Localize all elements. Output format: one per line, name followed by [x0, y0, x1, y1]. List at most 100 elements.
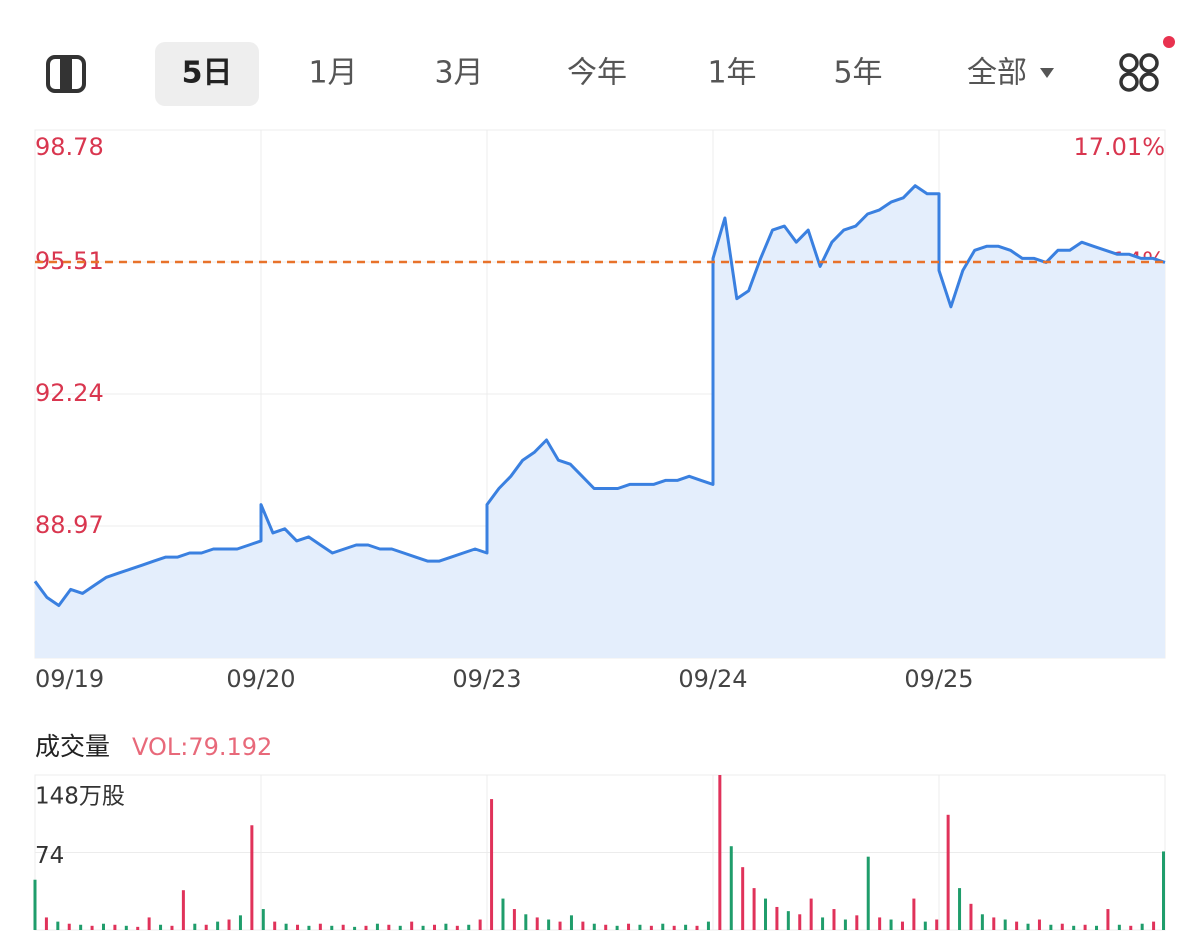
volume-bar	[809, 898, 813, 930]
y-tick-label: 92.24	[35, 379, 104, 407]
volume-bar	[1026, 923, 1030, 930]
volume-bar	[695, 925, 699, 930]
volume-bar	[786, 911, 790, 930]
tab[interactable]: 1月	[308, 56, 357, 91]
y2-tick-label: 17.01%	[1073, 133, 1165, 161]
volume-bar	[90, 925, 94, 930]
volume-bar	[969, 903, 973, 930]
volume-bar	[752, 888, 756, 930]
volume-bar	[432, 924, 436, 930]
volume-bar	[353, 926, 357, 930]
dropdown-arrow[interactable]	[1040, 68, 1054, 78]
volume-bar	[421, 925, 425, 930]
volume-bar	[946, 814, 950, 930]
volume-bar	[935, 919, 939, 930]
volume-bar	[1003, 919, 1007, 930]
volume-bar	[1106, 909, 1110, 930]
volume-bar	[410, 921, 414, 930]
tab[interactable]: 1年	[707, 56, 756, 91]
volume-bar	[821, 917, 825, 930]
volume-bar	[524, 914, 528, 930]
y-tick-label: 98.78	[35, 133, 104, 161]
volume-bar	[490, 799, 494, 930]
volume-bar	[284, 923, 288, 930]
volume-bar	[238, 915, 242, 930]
volume-subtitle: VOL:79.192	[132, 733, 272, 761]
x-tick-label: 09/20	[226, 665, 295, 693]
volume-bar	[1095, 925, 1099, 930]
volume-bar	[843, 919, 847, 930]
volume-bar	[307, 925, 311, 930]
volume-bar	[1072, 925, 1076, 930]
volume-bar	[992, 917, 996, 930]
grid-menu-icon[interactable]	[1119, 53, 1159, 92]
volume-bar	[67, 923, 71, 930]
volume-bar	[1129, 925, 1133, 930]
volume-bar	[1140, 923, 1144, 930]
volume-bar	[364, 925, 368, 930]
volume-bar	[204, 924, 208, 930]
tab[interactable]: 全部	[967, 56, 1027, 91]
volume-bar	[56, 921, 60, 930]
volume-bar	[444, 923, 448, 930]
y-tick-label: 148万股	[35, 784, 125, 810]
volume-bar	[136, 926, 140, 930]
volume-bar	[604, 924, 608, 930]
volume-bar	[900, 921, 904, 930]
volume-bar	[1037, 919, 1041, 930]
volume-bar	[341, 924, 345, 930]
volume-bar	[318, 923, 322, 930]
volume-bar	[33, 879, 37, 930]
volume-bar	[855, 915, 859, 930]
volume-bar	[1060, 923, 1064, 930]
volume-bar	[124, 925, 128, 930]
volume-bar	[216, 921, 220, 930]
volume-bar	[330, 925, 334, 930]
volume-bar	[1117, 924, 1121, 930]
tab[interactable]: 5年	[833, 56, 882, 91]
notification-dot	[1163, 36, 1175, 48]
volume-bar	[1162, 851, 1165, 930]
volume-bar	[1049, 924, 1053, 930]
volume-bar	[467, 924, 471, 930]
volume-bar	[627, 923, 631, 930]
volume-bar	[638, 924, 642, 930]
volume-bar	[912, 898, 916, 930]
volume-bar	[455, 925, 459, 930]
panel-icon[interactable]	[46, 55, 86, 93]
x-tick-label: 09/24	[678, 665, 747, 693]
volume-bar	[159, 924, 163, 930]
y-tick-label: 74	[35, 843, 64, 869]
volume-bar	[775, 906, 779, 930]
volume-bar	[193, 923, 197, 930]
volume-title: 成交量	[35, 732, 110, 761]
volume-bar	[923, 921, 927, 930]
volume-bar	[684, 924, 688, 930]
volume-bar	[878, 917, 882, 930]
volume-bar	[798, 914, 802, 930]
volume-bar	[661, 923, 665, 930]
volume-bar	[387, 924, 391, 930]
volume-bar	[592, 923, 596, 930]
x-tick-label: 09/25	[904, 665, 973, 693]
volume-bar	[741, 867, 745, 930]
volume-bar	[250, 825, 254, 930]
volume-bar	[558, 921, 562, 930]
volume-bar	[980, 914, 984, 930]
volume-bar	[296, 924, 300, 930]
volume-bar	[398, 925, 402, 930]
volume-bar	[101, 923, 105, 930]
tab[interactable]: 今年	[567, 56, 627, 91]
volume-bar	[512, 909, 516, 930]
tab[interactable]: 3月	[434, 56, 483, 91]
price-area	[35, 185, 1165, 658]
volume-bar	[1015, 921, 1019, 930]
volume-bar	[1083, 924, 1087, 930]
price-line	[33, 184, 1166, 607]
volume-bar	[866, 856, 870, 930]
volume-bar	[79, 924, 83, 930]
volume-bar	[615, 925, 619, 930]
tab[interactable]: 5日	[182, 56, 233, 91]
volume-bar	[44, 917, 48, 930]
